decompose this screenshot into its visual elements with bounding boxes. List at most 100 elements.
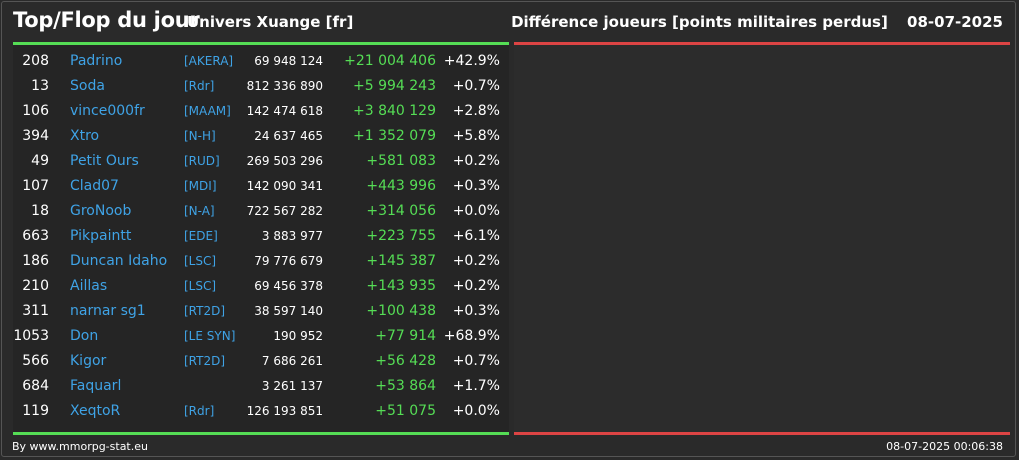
points-difference: +5 994 243 (353, 78, 436, 94)
points-difference: +443 996 (366, 178, 436, 194)
alliance-tag-link[interactable]: [LE SYN] (184, 329, 236, 343)
points-difference: +145 387 (366, 253, 436, 269)
percent-change: +0.3% (452, 178, 500, 194)
header-date: 08-07-2025 (907, 13, 1003, 31)
player-rank: 684 (22, 378, 49, 394)
military-points: 69 456 378 (254, 279, 323, 293)
military-points: 142 474 618 (246, 104, 323, 118)
player-name-link[interactable]: Soda (70, 78, 105, 94)
player-rank: 119 (22, 403, 49, 419)
military-points: 69 948 124 (254, 54, 323, 68)
military-points: 722 567 282 (246, 204, 323, 218)
top-divider-green (13, 42, 509, 45)
military-points: 79 776 679 (254, 254, 323, 268)
table-row: 210 Aillas [LSC] 69 456 378 +143 935 +0.2% (13, 274, 509, 299)
player-rank: 186 (22, 253, 49, 269)
table-row: 311 narnar sg1 [RT2D] 38 597 140 +100 438 +0.… (13, 299, 509, 324)
percent-change: +0.0% (452, 203, 500, 219)
player-name-link[interactable]: Kigor (70, 353, 107, 369)
alliance-tag-link[interactable]: [EDE] (184, 229, 218, 243)
player-name-link[interactable]: Faquarl (70, 378, 122, 394)
percent-change: +6.1% (452, 228, 500, 244)
table-row: 13 Soda [Rdr] 812 336 890 +5 994 243 +0.7% (13, 74, 509, 99)
page-title: Top/Flop du jour (13, 8, 200, 32)
player-rank: 210 (22, 278, 49, 294)
alliance-tag-link[interactable]: [MDI] (184, 179, 217, 193)
player-name-link[interactable]: narnar sg1 (70, 303, 146, 319)
percent-change: +0.2% (452, 278, 500, 294)
points-difference: +1 352 079 (353, 128, 436, 144)
points-difference: +77 914 (375, 328, 436, 344)
alliance-tag-link[interactable]: [MAAM] (184, 104, 231, 118)
footer-timestamp: 08-07-2025 00:06:38 (886, 440, 1003, 453)
ranking-description: Différence joueurs [points militaires pe… (511, 13, 888, 31)
table-row: 49 Petit Ours [RUD] 269 503 296 +581 083 +0.2… (13, 149, 509, 174)
footer-credit[interactable]: By www.mmorpg-stat.eu (12, 440, 148, 453)
alliance-tag-link[interactable]: [AKERA] (184, 54, 234, 68)
bottom-divider-green (13, 432, 509, 435)
points-difference: +51 075 (375, 403, 436, 419)
alliance-tag-link[interactable]: [LSC] (184, 279, 217, 293)
player-name-link[interactable]: Xtro (70, 128, 100, 144)
percent-change: +5.8% (452, 128, 500, 144)
military-points: 3 883 977 (261, 229, 323, 243)
player-name-link[interactable]: Pikpaintt (70, 228, 132, 244)
alliance-tag-link[interactable]: [RT2D] (184, 304, 226, 318)
percent-change: +42.9% (443, 53, 500, 69)
table-row: 119 XeqtoR [Rdr] 126 193 851 +51 075 +0.0% (13, 399, 509, 424)
player-name-link[interactable]: Petit Ours (70, 153, 139, 169)
player-rank: 566 (22, 353, 49, 369)
percent-change: +0.3% (452, 303, 500, 319)
military-points: 7 686 261 (261, 354, 323, 368)
player-rank: 49 (31, 153, 49, 169)
player-rank: 1053 (13, 328, 49, 344)
player-rank: 394 (22, 128, 49, 144)
player-rank: 208 (22, 53, 49, 69)
percent-change: +0.7% (452, 78, 500, 94)
alliance-tag-link[interactable]: [Rdr] (184, 79, 215, 93)
table-row: 684 Faquarl 3 261 137 +53 864 +1.7% (13, 374, 509, 399)
points-difference: +3 840 129 (353, 103, 436, 119)
universe-label: Univers Xuange [fr] (187, 13, 354, 31)
table-row: 1053 Don [LE SYN] 190 952 +77 914 +68.9% (13, 324, 509, 349)
player-rank: 663 (22, 228, 49, 244)
percent-change: +0.0% (452, 403, 500, 419)
table-row: 186 Duncan Idaho [LSC] 79 776 679 +145 387 +0… (13, 249, 509, 274)
military-points: 190 952 (273, 329, 323, 343)
player-name-link[interactable]: Don (70, 328, 99, 344)
player-rank: 13 (31, 78, 49, 94)
alliance-tag-link[interactable]: [Rdr] (184, 404, 215, 418)
top-list-panel: 208 Padrino [AKERA] 69 948 124 +21 004 406 +4… (13, 45, 509, 432)
header-right: Différence joueurs [points militaires pe… (511, 13, 1003, 31)
percent-change: +0.7% (452, 353, 500, 369)
military-points: 812 336 890 (246, 79, 323, 93)
alliance-tag-link[interactable]: [N-H] (184, 129, 216, 143)
player-name-link[interactable]: Padrino (70, 53, 123, 69)
table-row: 106 vince000fr [MAAM] 142 474 618 +3 840 129… (13, 99, 509, 124)
flop-list-panel (514, 45, 1010, 432)
military-points: 269 503 296 (246, 154, 323, 168)
player-name-link[interactable]: Clad07 (70, 178, 119, 194)
military-points: 24 637 465 (254, 129, 323, 143)
percent-change: +0.2% (452, 253, 500, 269)
player-name-link[interactable]: Aillas (70, 278, 108, 294)
player-name-link[interactable]: vince000fr (70, 103, 145, 119)
alliance-tag-link[interactable]: [LSC] (184, 254, 217, 268)
alliance-tag-link[interactable]: [N-A] (184, 204, 215, 218)
points-difference: +53 864 (375, 378, 436, 394)
table-row: 394 Xtro [N-H] 24 637 465 +1 352 079 +5.8% (13, 124, 509, 149)
military-points: 3 261 137 (261, 379, 323, 393)
table-row: 18 GroNoob [N-A] 722 567 282 +314 056 +0.0% (13, 199, 509, 224)
player-name-link[interactable]: Duncan Idaho (70, 253, 168, 269)
alliance-tag-link[interactable]: [RT2D] (184, 354, 226, 368)
bottom-divider-red (514, 432, 1010, 435)
player-rank: 311 (22, 303, 49, 319)
player-name-link[interactable]: XeqtoR (70, 403, 121, 419)
points-difference: +56 428 (375, 353, 436, 369)
player-rank: 18 (31, 203, 49, 219)
points-difference: +314 056 (366, 203, 436, 219)
alliance-tag-link[interactable]: [RUD] (184, 154, 220, 168)
table-row: 663 Pikpaintt [EDE] 3 883 977 +223 755 +6.1% (13, 224, 509, 249)
player-name-link[interactable]: GroNoob (70, 203, 132, 219)
